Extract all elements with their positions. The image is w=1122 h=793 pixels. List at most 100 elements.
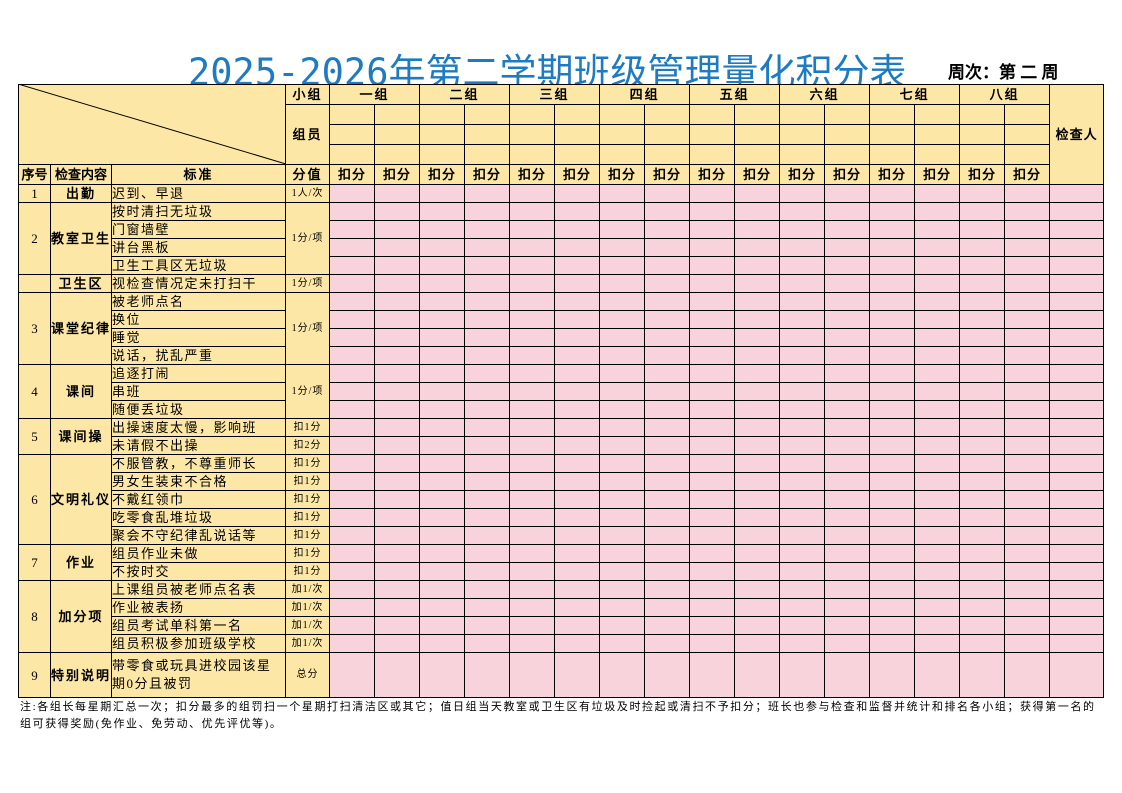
entry-cell bbox=[644, 220, 691, 239]
entry-cell bbox=[1004, 598, 1051, 617]
member-cell bbox=[1004, 124, 1051, 145]
score-table: 小组 一组 二组 三组 四组 五组 六组 七组 八组 检查人 组员 序号 检查内容 标准 分值 扣分 扣分 扣分扣… bbox=[17, 84, 1105, 698]
entry-cell bbox=[734, 598, 781, 617]
entry-cell bbox=[824, 238, 871, 257]
entry-cell bbox=[329, 544, 376, 563]
entry-cell bbox=[599, 580, 646, 599]
entry-cell bbox=[779, 202, 826, 221]
entry-cell bbox=[689, 310, 736, 329]
entry-cell bbox=[419, 382, 466, 401]
entry-cell bbox=[329, 418, 376, 437]
entry-cell bbox=[1049, 580, 1105, 599]
score: 扣1分 bbox=[285, 526, 331, 545]
entry-cell bbox=[644, 508, 691, 527]
entry-cell bbox=[554, 310, 601, 329]
entry-cell bbox=[599, 526, 646, 545]
entry-cell bbox=[1004, 562, 1051, 581]
entry-cell bbox=[869, 454, 916, 473]
deduct-label: 扣分 bbox=[599, 164, 646, 185]
entry-cell bbox=[779, 544, 826, 563]
entry-cell bbox=[644, 580, 691, 599]
entry-cell bbox=[734, 184, 781, 203]
entry-cell bbox=[914, 328, 961, 347]
deduct-label: 扣分 bbox=[734, 164, 781, 185]
entry-cell bbox=[734, 274, 781, 293]
section-no bbox=[18, 274, 51, 293]
entry-cell bbox=[869, 364, 916, 383]
entry-cell bbox=[554, 400, 601, 419]
entry-cell bbox=[419, 346, 466, 365]
entry-cell bbox=[464, 202, 511, 221]
entry-cell bbox=[689, 202, 736, 221]
entry-cell bbox=[734, 490, 781, 509]
entry-cell bbox=[419, 256, 466, 275]
entry-cell bbox=[734, 562, 781, 581]
entry-cell bbox=[869, 310, 916, 329]
section-item: 出勤 bbox=[50, 184, 112, 203]
entry-cell bbox=[1049, 238, 1105, 257]
entry-cell bbox=[1049, 346, 1105, 365]
entry-cell bbox=[644, 562, 691, 581]
entry-cell bbox=[464, 292, 511, 311]
entry-cell bbox=[914, 202, 961, 221]
entry-cell bbox=[329, 310, 376, 329]
section-no: 4 bbox=[18, 364, 51, 419]
entry-cell bbox=[959, 454, 1006, 473]
entry-cell bbox=[599, 436, 646, 455]
entry-cell bbox=[329, 202, 376, 221]
group-name: 八组 bbox=[959, 84, 1051, 105]
entry-cell bbox=[689, 652, 736, 698]
member-cell bbox=[779, 144, 826, 165]
entry-cell bbox=[599, 562, 646, 581]
entry-cell bbox=[779, 634, 826, 653]
member-cell bbox=[914, 124, 961, 145]
entry-cell bbox=[914, 436, 961, 455]
member-cell bbox=[689, 144, 736, 165]
entry-cell bbox=[329, 346, 376, 365]
note: 注:各组长每星期汇总一次；扣分最多的组罚扫一个星期打扫清洁区或其它；值日组当天教… bbox=[20, 701, 1096, 730]
entry-cell bbox=[329, 400, 376, 419]
entry-cell bbox=[554, 382, 601, 401]
entry-cell bbox=[374, 598, 421, 617]
entry-cell bbox=[374, 220, 421, 239]
entry-cell bbox=[1004, 544, 1051, 563]
entry-cell bbox=[374, 508, 421, 527]
entry-cell bbox=[509, 634, 556, 653]
entry-cell bbox=[914, 490, 961, 509]
entry-cell bbox=[644, 526, 691, 545]
entry-cell bbox=[1004, 490, 1051, 509]
no-label: 序号 bbox=[18, 164, 51, 185]
entry-cell bbox=[329, 364, 376, 383]
entry-cell bbox=[644, 400, 691, 419]
entry-cell bbox=[599, 490, 646, 509]
entry-cell bbox=[1049, 328, 1105, 347]
entry-cell bbox=[374, 652, 421, 698]
entry-cell bbox=[1049, 274, 1105, 293]
entry-cell bbox=[464, 652, 511, 698]
member-cell bbox=[419, 124, 466, 145]
entry-cell bbox=[959, 328, 1006, 347]
entry-cell bbox=[554, 256, 601, 275]
entry-cell bbox=[689, 238, 736, 257]
member-cell bbox=[1004, 144, 1051, 165]
entry-cell bbox=[509, 184, 556, 203]
entry-cell bbox=[509, 328, 556, 347]
section-item: 课间操 bbox=[50, 418, 112, 455]
corner bbox=[17, 84, 287, 165]
entry-cell bbox=[689, 634, 736, 653]
entry-cell bbox=[599, 544, 646, 563]
entry-cell bbox=[914, 634, 961, 653]
score: 扣1分 bbox=[285, 418, 331, 437]
entry-cell bbox=[374, 616, 421, 635]
entry-cell bbox=[329, 382, 376, 401]
entry-cell bbox=[509, 436, 556, 455]
entry-cell bbox=[734, 400, 781, 419]
entry-cell bbox=[1004, 616, 1051, 635]
entry-cell bbox=[374, 400, 421, 419]
member-cell bbox=[959, 124, 1006, 145]
member-cell bbox=[734, 104, 781, 125]
entry-cell bbox=[329, 580, 376, 599]
entry-cell bbox=[869, 382, 916, 401]
entry-cell bbox=[779, 382, 826, 401]
entry-cell bbox=[329, 562, 376, 581]
